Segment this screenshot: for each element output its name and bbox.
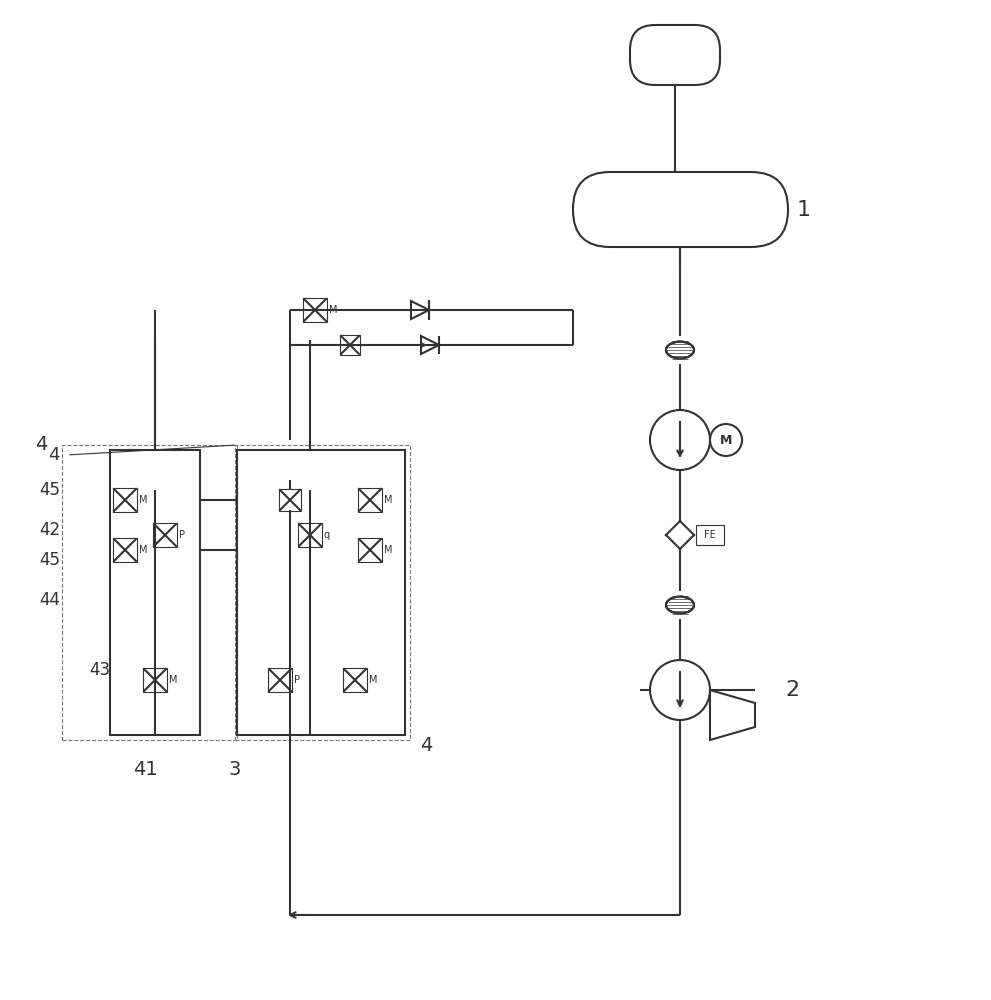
- Bar: [303, 298, 327, 322]
- Text: 3: 3: [229, 760, 241, 779]
- Text: 4: 4: [49, 446, 60, 464]
- Bar: [113, 538, 137, 562]
- Text: 43: 43: [89, 661, 110, 679]
- Text: 45: 45: [39, 481, 60, 499]
- Bar: [62, 445, 237, 740]
- Text: M: M: [384, 545, 392, 555]
- Bar: [153, 523, 177, 547]
- Text: P: P: [294, 675, 300, 685]
- Bar: [358, 488, 382, 512]
- Text: M: M: [369, 675, 378, 685]
- Text: 41: 41: [133, 760, 158, 779]
- Text: q: q: [324, 530, 330, 540]
- Text: 1: 1: [797, 200, 811, 220]
- Bar: [696, 525, 724, 545]
- Bar: [110, 450, 200, 735]
- Text: M: M: [169, 675, 177, 685]
- Text: M: M: [719, 434, 732, 446]
- Bar: [235, 445, 410, 740]
- Text: 2: 2: [785, 680, 799, 700]
- Bar: [298, 523, 322, 547]
- Bar: [340, 335, 360, 355]
- Text: M: M: [139, 545, 148, 555]
- Text: M: M: [329, 305, 338, 315]
- Bar: [143, 668, 167, 692]
- Bar: [237, 450, 405, 735]
- Text: P: P: [179, 530, 185, 540]
- Text: M: M: [139, 495, 148, 505]
- Text: FE: FE: [705, 530, 716, 540]
- Bar: [343, 668, 367, 692]
- Bar: [358, 538, 382, 562]
- Text: 45: 45: [39, 551, 60, 569]
- Text: M: M: [384, 495, 392, 505]
- Text: 42: 42: [39, 521, 60, 539]
- Bar: [113, 488, 137, 512]
- Bar: [268, 668, 292, 692]
- Text: 44: 44: [39, 591, 60, 609]
- Text: 4: 4: [35, 435, 47, 454]
- Text: 4: 4: [420, 736, 432, 755]
- Bar: [279, 489, 301, 511]
